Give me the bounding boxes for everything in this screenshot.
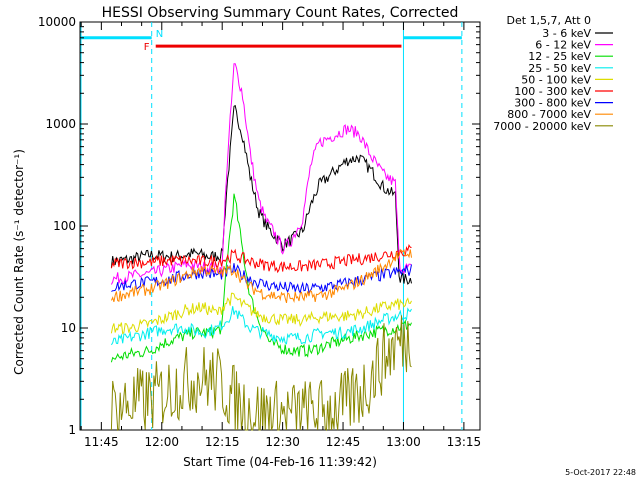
x-axis-label: Start Time (04-Feb-16 11:39:42)	[183, 455, 377, 469]
legend-label: 12 - 25 keV	[528, 50, 591, 63]
series-line	[110, 104, 412, 285]
y-tick-label: 10	[61, 321, 76, 335]
series-line	[110, 292, 412, 335]
legend-label: 7000 - 20000 keV	[493, 120, 591, 133]
y-tick-label: 10000	[38, 15, 76, 29]
plot-frame	[79, 21, 481, 431]
legend-label: 100 - 300 keV	[514, 85, 591, 98]
x-tick-label: 11:45	[84, 435, 119, 449]
series-line	[110, 244, 412, 274]
y-tick-label: 100	[53, 219, 76, 233]
annotation-label: F	[144, 42, 150, 53]
legend-label: 300 - 800 keV	[514, 97, 591, 110]
y-axis: 1 10 100 1000 10000	[38, 15, 480, 437]
legend-title: Det 1,5,7, Att 0	[507, 14, 591, 27]
date-stamp: 5-Oct-2017 22:48	[565, 468, 636, 477]
legend-label: 6 - 12 keV	[535, 39, 591, 52]
series-line	[110, 315, 412, 432]
x-tick-label: 12:00	[144, 435, 179, 449]
series-line	[110, 248, 412, 304]
x-tick-label: 13:15	[447, 435, 482, 449]
series-layer	[110, 63, 412, 432]
chart-title: HESSI Observing Summary Count Rates, Cor…	[102, 5, 459, 21]
x-axis: 11:45 12:00 12:15 12:30 12:45 13:00 13:15	[80, 22, 482, 449]
x-tick-label: 13:00	[386, 435, 421, 449]
legend-label: 800 - 7000 keV	[507, 108, 591, 121]
legend-label: 50 - 100 keV	[521, 73, 591, 86]
series-line	[110, 193, 412, 363]
x-tick-label: 12:30	[265, 435, 300, 449]
y-tick-label: 1	[68, 423, 76, 437]
y-axis-label: Corrected Count Rate (s⁻¹ detector⁻¹)	[12, 149, 26, 375]
series-line	[110, 63, 412, 285]
y-tick-label: 1000	[45, 117, 76, 131]
series-line	[110, 306, 412, 346]
legend-label: 25 - 50 keV	[528, 62, 591, 75]
x-tick-label: 12:15	[205, 435, 240, 449]
annotation-label: N	[156, 29, 163, 40]
annotations-layer: NF	[81, 29, 462, 53]
legend-label: 3 - 6 keV	[542, 27, 591, 40]
plot-area: NF	[79, 21, 481, 432]
x-tick-label: 12:45	[326, 435, 361, 449]
series-line	[111, 263, 412, 295]
